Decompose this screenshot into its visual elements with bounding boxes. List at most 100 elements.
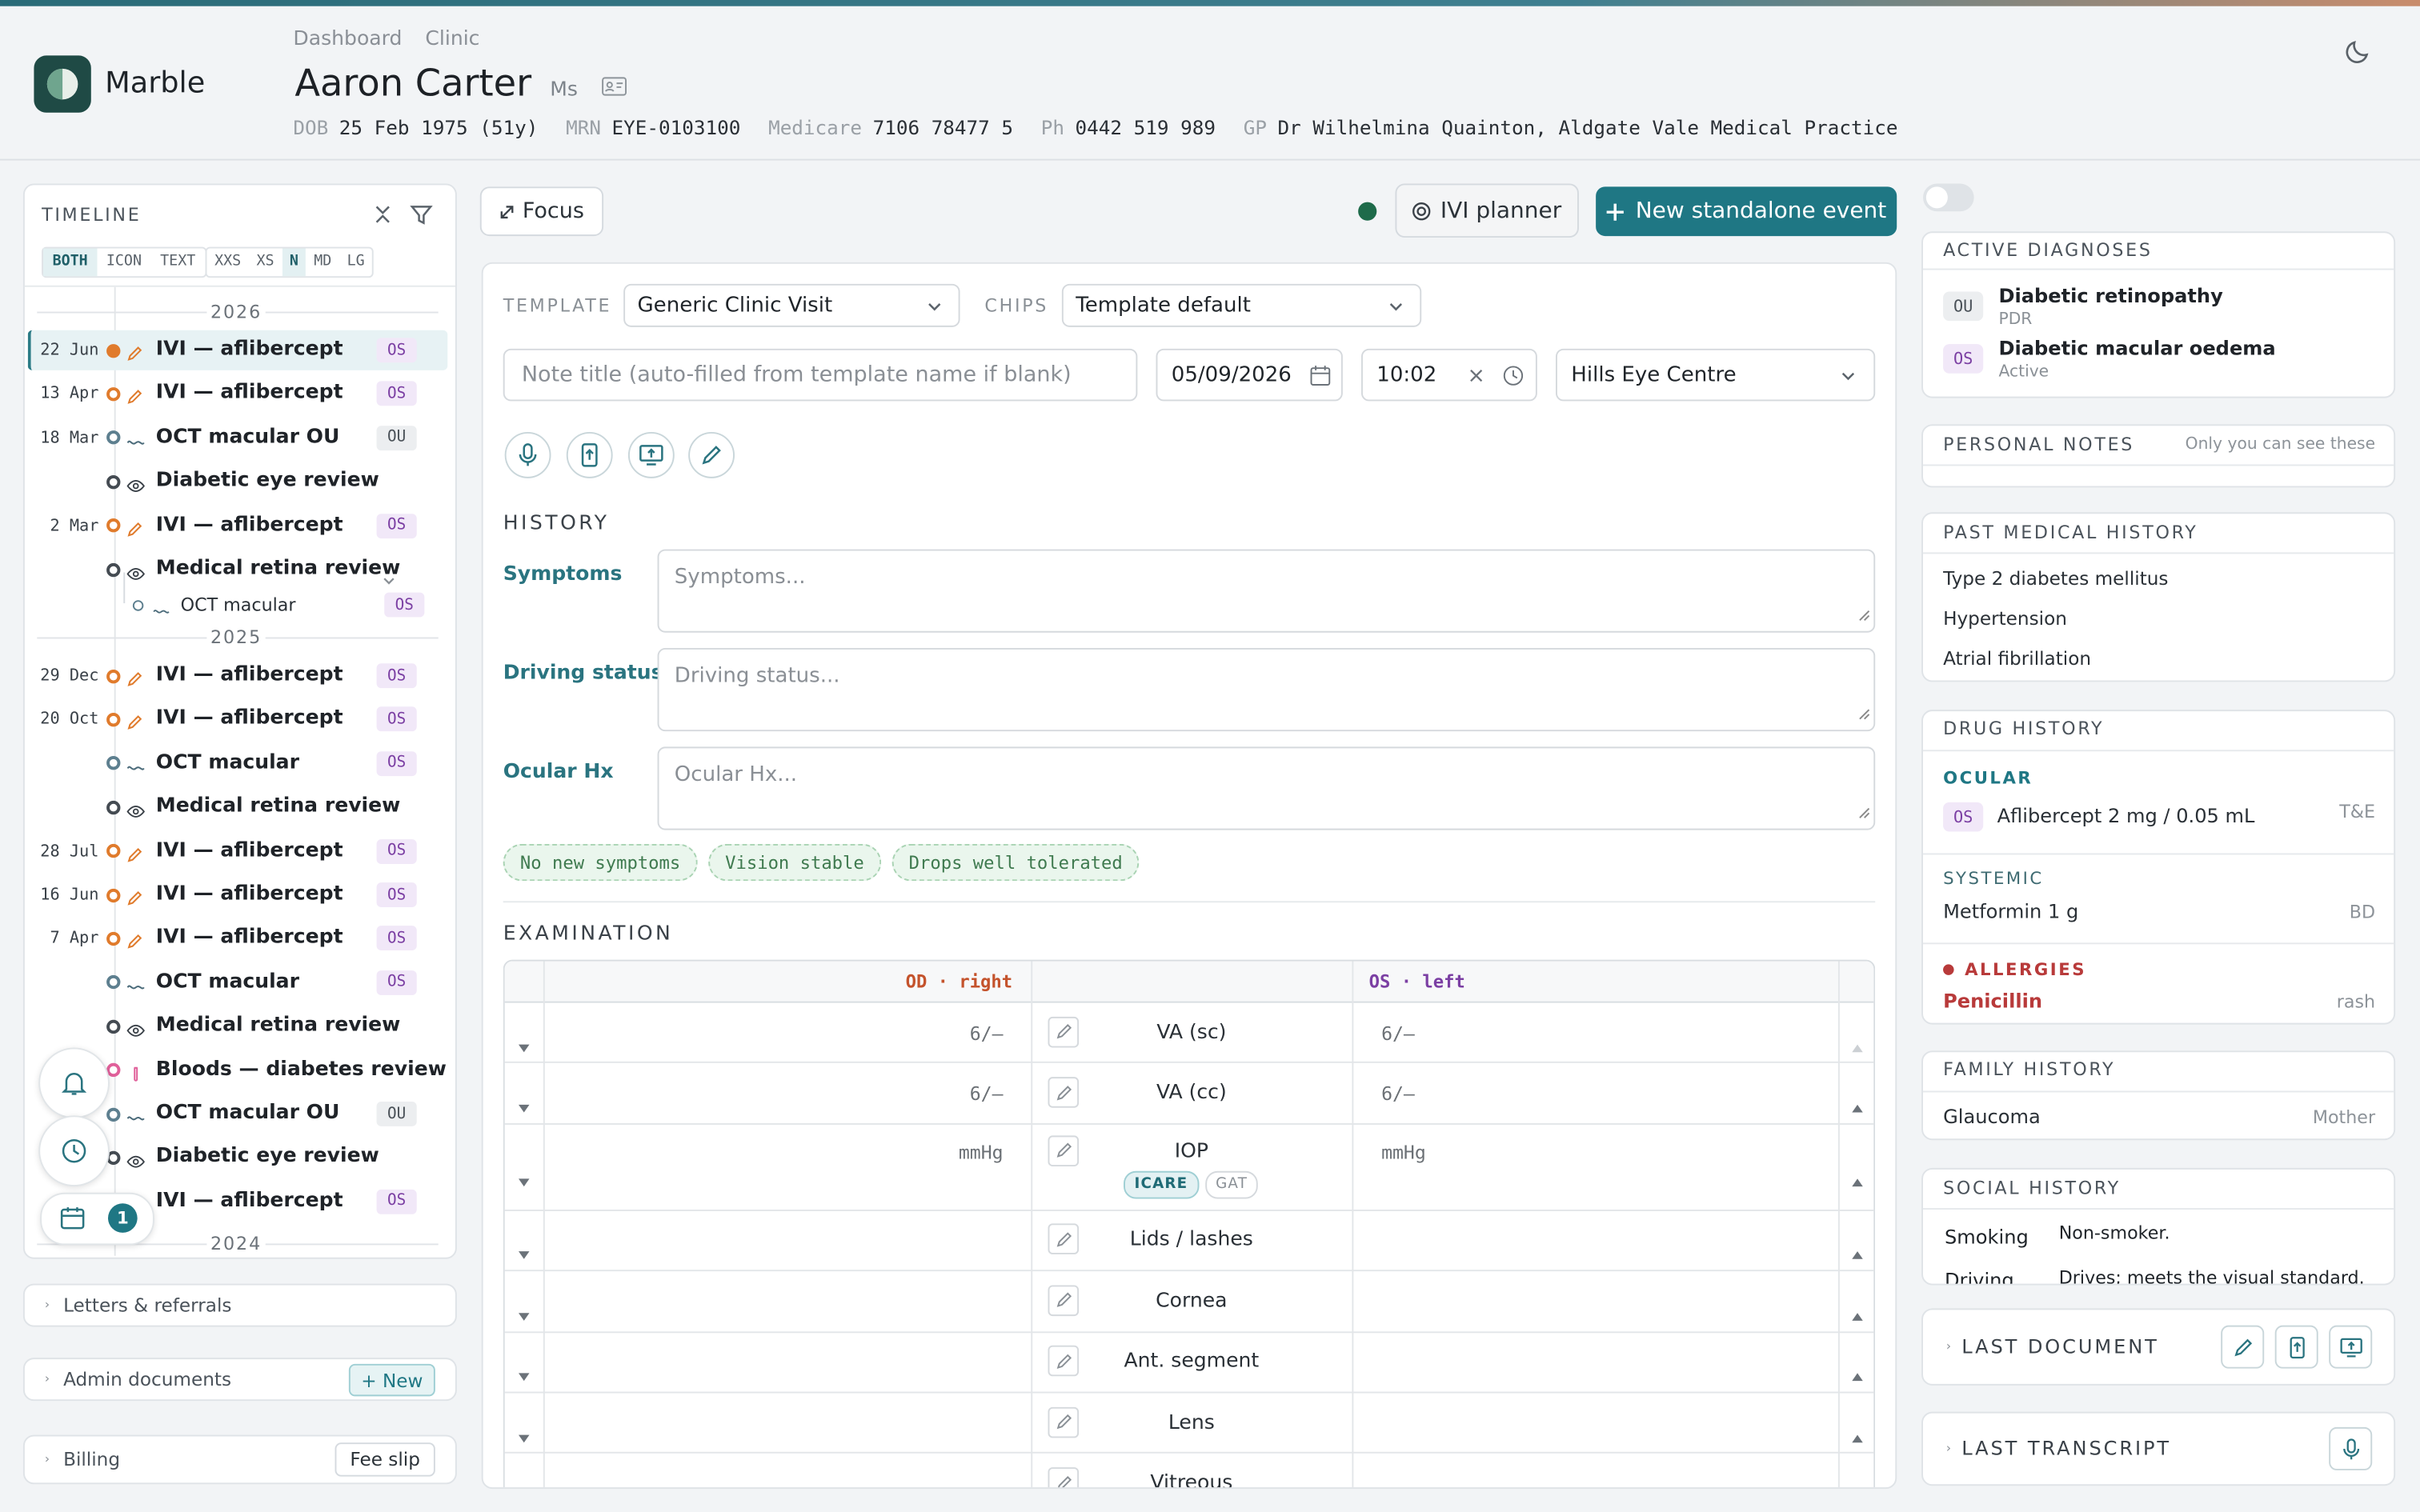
copy-button[interactable]	[1048, 1467, 1080, 1488]
copy-button[interactable]	[1048, 1016, 1080, 1047]
copy-button[interactable]	[1048, 1285, 1080, 1316]
svg	[1859, 610, 1870, 621]
copy-button[interactable]	[1048, 1406, 1080, 1438]
timeline-event[interactable]: Medical retina review	[25, 548, 455, 591]
admin-section[interactable]: › Admin documents + New	[22, 1358, 457, 1402]
last-transcript-card[interactable]: › LAST TRANSCRIPT	[1921, 1411, 2396, 1486]
copy-button[interactable]	[1048, 1346, 1080, 1377]
collapse-icon[interactable]	[374, 205, 392, 223]
chip[interactable]: Vision stable	[707, 843, 881, 882]
toggle-option[interactable]: TEXT	[160, 253, 196, 270]
collapse-os[interactable]	[1852, 1237, 1863, 1266]
copy-button[interactable]	[1048, 1135, 1080, 1166]
calendar-button[interactable]: 1	[40, 1192, 154, 1246]
collapse-os[interactable]	[1852, 1090, 1863, 1119]
screen-upload-button[interactable]	[2329, 1325, 2373, 1369]
timeline-event[interactable]: 7 Apr IVI — aflibercept OS	[25, 917, 455, 960]
timeline-event[interactable]: 29 Dec IVI — aflibercept OS	[25, 654, 455, 698]
handwrite-button[interactable]	[688, 431, 735, 478]
phone-upload-button[interactable]	[2274, 1325, 2318, 1369]
collapse-od[interactable]	[518, 1358, 530, 1388]
chip[interactable]: No new symptoms	[503, 843, 698, 882]
collapse-od[interactable]	[518, 1029, 530, 1058]
time-input[interactable]: 10:02	[1360, 348, 1537, 402]
location-select[interactable]: Hills Eye Centre	[1555, 348, 1876, 402]
letters-section[interactable]: › Letters & referrals	[22, 1283, 457, 1327]
filter-icon[interactable]	[410, 205, 433, 225]
toggle-option[interactable]: ICON	[106, 253, 142, 270]
timeline-event[interactable]: Bloods — diabetes review	[25, 1049, 455, 1092]
collapse-os[interactable]	[1852, 1419, 1863, 1449]
toggle-option[interactable]: N	[282, 248, 307, 277]
billing-section[interactable]: › Billing Fee slip	[22, 1434, 457, 1485]
toggle-option[interactable]: XXS	[214, 253, 242, 270]
timeline-event[interactable]: Medical retina review	[25, 786, 455, 829]
crumb[interactable]: Clinic	[425, 27, 480, 51]
placeholder: Symptoms...	[674, 564, 806, 590]
timeline-event[interactable]: 16 Jun IVI — aflibercept OS	[25, 874, 455, 917]
timeline-event[interactable]: 22 Jun IVI — aflibercept OS	[25, 329, 455, 372]
timeline-event[interactable]: Diabetic eye review	[25, 460, 455, 503]
timeline-event[interactable]: OCT macular OU OU	[25, 1092, 455, 1135]
svg	[702, 446, 721, 465]
new-admin-doc[interactable]: + New	[348, 1363, 435, 1397]
collapse-od[interactable]	[518, 1163, 530, 1193]
collapse-os[interactable]	[1852, 1029, 1863, 1058]
copy-button[interactable]	[1048, 1224, 1080, 1255]
toggle-option[interactable]: MD	[314, 253, 332, 270]
timeline-event[interactable]: OCT macular OS	[25, 742, 455, 785]
handwrite-button[interactable]	[2221, 1325, 2265, 1369]
expand-chevron[interactable]	[383, 563, 395, 593]
dictate-button[interactable]	[2329, 1426, 2373, 1470]
collapse-od[interactable]	[518, 1298, 530, 1327]
collapse-os[interactable]	[1852, 1480, 1863, 1487]
notifications-button[interactable]	[38, 1047, 110, 1119]
last-document-card[interactable]: › LAST DOCUMENT	[1921, 1308, 2396, 1386]
collapse-os[interactable]	[1852, 1358, 1863, 1388]
note-title-input[interactable]: Note title (auto-filled from template na…	[503, 348, 1138, 402]
textarea[interactable]: Symptoms...	[657, 549, 1876, 633]
textarea[interactable]: Ocular Hx...	[657, 746, 1876, 830]
collapse-od[interactable]	[518, 1090, 530, 1119]
copy-button[interactable]	[1048, 1077, 1080, 1108]
collapse-os[interactable]	[1852, 1298, 1863, 1327]
card-divider	[1922, 750, 2394, 752]
phone-upload-button[interactable]	[566, 431, 613, 478]
collapse-os[interactable]	[1852, 1163, 1863, 1193]
fee-slip-button[interactable]: Fee slip	[335, 1442, 435, 1477]
toggle-option[interactable]: BOTH	[42, 248, 98, 277]
timeline-event[interactable]: 28 Jul IVI — aflibercept OS	[25, 830, 455, 873]
date-input[interactable]: 05/09/2026	[1156, 348, 1343, 402]
timeline-event[interactable]: Medical retina review	[25, 1005, 455, 1048]
new-event-button[interactable]: New standalone event	[1596, 186, 1897, 237]
textarea[interactable]: Driving status...	[657, 647, 1876, 732]
panel-toggle[interactable]	[1922, 183, 1974, 212]
time-value: 10:02	[1376, 362, 1437, 388]
personal-notes-card[interactable]	[1921, 424, 2396, 488]
collapse-od[interactable]	[518, 1237, 530, 1266]
timeline-event[interactable]: 20 Oct IVI — aflibercept OS	[25, 698, 455, 741]
ivi-planner-button[interactable]: IVI planner	[1395, 183, 1579, 238]
focus-button[interactable]: Focus	[479, 186, 604, 237]
collapse-od[interactable]	[518, 1419, 530, 1449]
id-card-icon[interactable]	[602, 77, 627, 96]
timeline-event[interactable]: 13 Apr IVI — aflibercept OS	[25, 373, 455, 416]
screen-upload-button[interactable]	[627, 431, 675, 478]
chip[interactable]: Drops well tolerated	[891, 843, 1140, 882]
template-select[interactable]: Generic Clinic Visit	[623, 283, 960, 327]
timeline-event[interactable]: Diabetic eye review	[25, 1136, 455, 1179]
history-button[interactable]	[38, 1115, 110, 1187]
crumb[interactable]: Dashboard	[293, 27, 403, 51]
method-chip[interactable]: GAT	[1204, 1170, 1259, 1199]
toggle-option[interactable]: LG	[347, 253, 365, 270]
timeline-subevent[interactable]: OCT macular OS	[25, 572, 455, 622]
timeline-event[interactable]: 18 Mar OCT macular OU OU	[25, 416, 455, 459]
toggle-option[interactable]: XS	[256, 253, 274, 270]
collapse-od[interactable]	[519, 1480, 530, 1487]
method-chip[interactable]: ICARE	[1123, 1170, 1199, 1199]
chips-select[interactable]: Template default	[1061, 283, 1422, 327]
dictate-button[interactable]	[504, 431, 551, 478]
theme-toggle[interactable]	[2344, 37, 2372, 65]
timeline-event[interactable]: OCT macular OS	[25, 961, 455, 1004]
timeline-event[interactable]: 2 Mar IVI — aflibercept OS	[25, 504, 455, 547]
